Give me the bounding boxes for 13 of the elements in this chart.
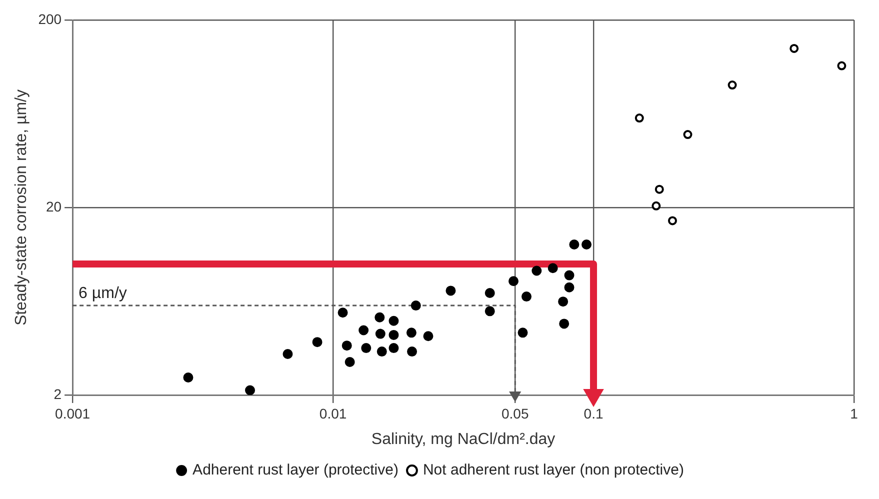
annotation: 6 µm/y bbox=[78, 284, 127, 302]
x-tick-label: 0.001 bbox=[55, 405, 90, 422]
y-axis-title: Steady-state corrosion rate, µm/y bbox=[13, 90, 30, 326]
x-tick-label: 0.01 bbox=[319, 405, 347, 422]
y-tick-label: 200 bbox=[38, 10, 62, 27]
y-tick-label: 20 bbox=[46, 198, 62, 214]
legend-label: Adherent rust layer (protective) bbox=[192, 462, 398, 479]
y-tick-label: 2 bbox=[54, 386, 62, 402]
x-axis-title: Salinity, mg NaCl/dm².day bbox=[371, 430, 556, 448]
x-tick-label: 0.1 bbox=[584, 405, 604, 422]
x-tick-label: 0.05 bbox=[501, 405, 529, 422]
x-tick-label: 1 bbox=[850, 405, 858, 422]
legend-label: Not adherent rust layer (non protective) bbox=[422, 462, 684, 479]
